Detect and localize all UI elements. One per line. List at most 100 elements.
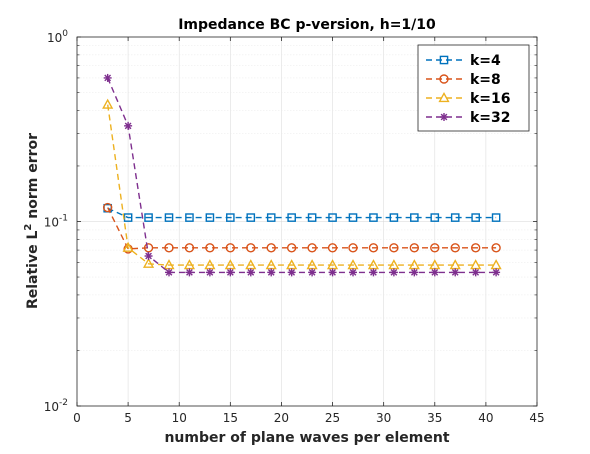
legend-item: k=8 (426, 72, 501, 88)
triangle-marker (438, 91, 450, 103)
asterisk-stroke (410, 268, 418, 276)
legend-label: k=32 (470, 110, 511, 126)
asterisk-stroke (165, 268, 173, 276)
asterisk-marker (124, 121, 133, 130)
asterisk-marker (471, 268, 480, 277)
y-tick-exponent: -2 (59, 398, 68, 408)
y-tick-exponent: -1 (59, 214, 68, 224)
asterisk-stroke (440, 113, 448, 121)
asterisk-marker (308, 268, 317, 277)
circle-marker (266, 243, 276, 253)
asterisk-stroke (226, 268, 234, 276)
asterisk-marker (349, 268, 357, 277)
circle-marker (439, 74, 449, 84)
circle-marker (246, 243, 256, 253)
triangle-marker (142, 257, 155, 268)
asterisk-stroke (308, 268, 316, 276)
y-axis-label-suffix: norm error (25, 133, 41, 224)
square-marker (430, 213, 440, 222)
square-marker (185, 213, 194, 222)
asterisk-stroke (390, 268, 398, 276)
x-tick-label: 45 (529, 411, 544, 425)
circle-marker (368, 243, 379, 253)
circle-marker (286, 243, 297, 253)
asterisk-marker (430, 268, 439, 277)
circle-marker (409, 243, 420, 253)
y-tick-base: 10 (44, 216, 59, 230)
triangle-marker (102, 98, 114, 109)
square-marker (369, 213, 378, 222)
y-axis-label-prefix: Relative L (25, 231, 41, 310)
x-tick-label: 10 (172, 411, 187, 425)
circle-marker (307, 243, 317, 253)
y-tick-label: 10-2 (44, 398, 68, 414)
square-marker (410, 213, 419, 222)
circle-marker (327, 243, 338, 253)
circle-marker (470, 243, 481, 253)
asterisk-stroke (267, 268, 275, 276)
asterisk-stroke (370, 268, 377, 276)
square-marker (205, 213, 215, 222)
asterisk-marker (440, 113, 448, 121)
asterisk-marker (205, 268, 214, 277)
series-line (107, 104, 497, 266)
asterisk-stroke (288, 268, 296, 276)
y-axis-label-sup: 2 (23, 224, 34, 231)
asterisk-marker (410, 268, 419, 277)
asterisk-stroke (349, 268, 357, 276)
circle-marker (205, 243, 215, 253)
square-marker (389, 213, 399, 222)
x-tick-label: 25 (325, 411, 340, 425)
triangle-marker (122, 241, 134, 252)
x-axis-label: number of plane waves per element (164, 430, 449, 446)
square-marker (348, 213, 358, 222)
asterisk-marker (287, 268, 296, 277)
circle-marker (102, 202, 113, 213)
asterisk-stroke (329, 268, 336, 276)
asterisk-marker (144, 252, 153, 261)
asterisk-marker (328, 268, 337, 277)
square-marker (328, 213, 337, 222)
asterisk-marker (451, 268, 460, 277)
circle-marker (184, 243, 195, 253)
asterisk-marker (389, 268, 398, 277)
asterisk-stroke (104, 74, 112, 82)
square-marker (246, 213, 256, 222)
asterisk-marker (369, 268, 378, 277)
series-k-32 (103, 73, 501, 277)
asterisk-marker (226, 268, 235, 277)
circle-marker (348, 243, 358, 253)
square-marker (123, 213, 133, 222)
x-tick-label: 0 (73, 411, 81, 425)
asterisk-marker (165, 268, 173, 277)
square-marker (491, 213, 501, 222)
asterisk-stroke (124, 122, 132, 130)
square-marker (307, 213, 317, 222)
y-tick-base: 10 (44, 400, 59, 414)
circle-marker (225, 243, 236, 253)
x-tick-label: 30 (376, 411, 391, 425)
y-tick-base: 10 (47, 31, 62, 45)
square-marker (226, 213, 235, 222)
asterisk-stroke (431, 268, 439, 276)
y-axis-label: Relative L2 norm error (23, 133, 41, 309)
square-marker (164, 213, 174, 222)
x-tick-label: 40 (478, 411, 493, 425)
legend: k=4 k=8 k=16 k=32 (417, 44, 530, 132)
legend-label: k=16 (470, 91, 511, 107)
asterisk-stroke (492, 268, 500, 276)
legend-label: k=8 (470, 72, 501, 88)
legend-label: k=4 (470, 53, 501, 69)
asterisk-stroke (451, 268, 459, 276)
asterisk-marker (267, 268, 276, 277)
y-tick-exponent: 0 (62, 29, 68, 39)
square-marker (287, 213, 296, 222)
asterisk-stroke (145, 252, 152, 260)
asterisk-stroke (472, 268, 480, 276)
x-tick-label: 20 (274, 411, 289, 425)
square-marker (439, 55, 449, 65)
circle-marker (430, 243, 440, 253)
circle-marker (450, 243, 460, 253)
series-k-4 (103, 203, 501, 222)
square-marker (471, 213, 480, 222)
